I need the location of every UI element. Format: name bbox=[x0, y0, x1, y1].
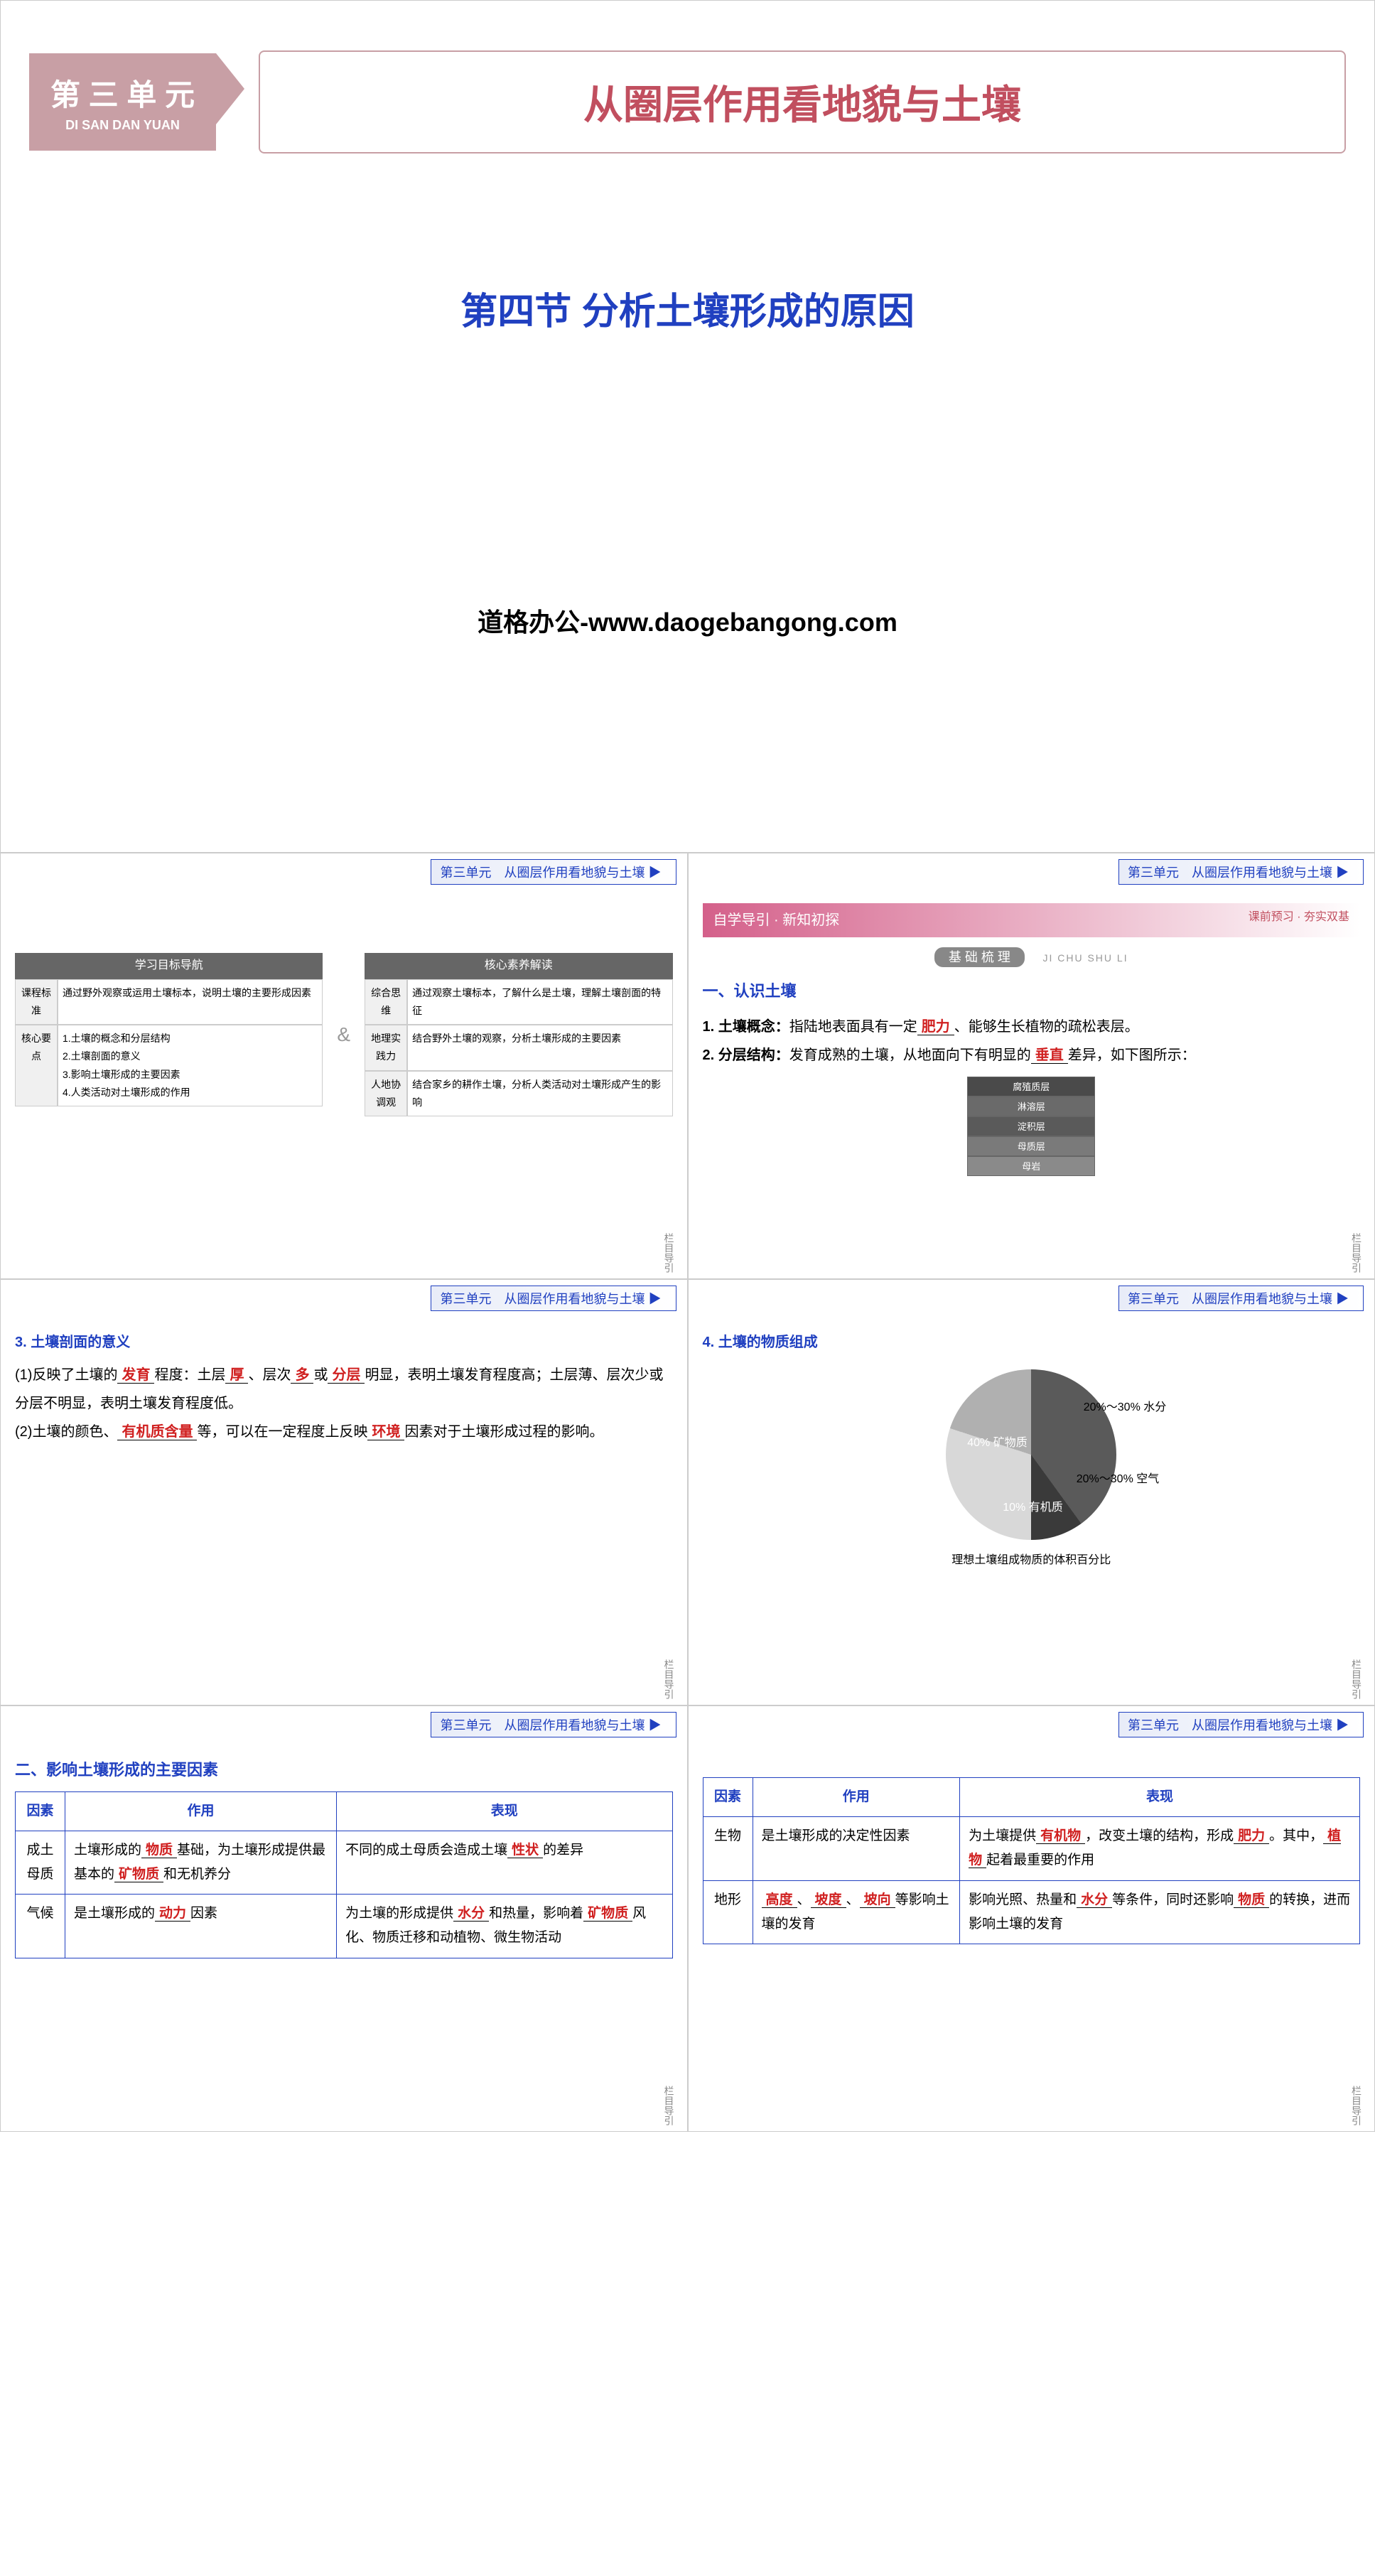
slide-header: 第三单元 从圈层作用看地貌与土壤 ▶ bbox=[1118, 1286, 1364, 1311]
pie-label-air: 20%～30% 空气 bbox=[1077, 1470, 1160, 1490]
ampersand-icon: & bbox=[337, 1017, 350, 1052]
title-slide: 第 三 单 元 DI SAN DAN YUAN 从圈层作用看地貌与土壤 第四节 … bbox=[0, 0, 1375, 853]
basic-pinyin: JI CHU SHU LI bbox=[1042, 952, 1128, 964]
slide-header: 第三单元 从圈层作用看地貌与土壤 ▶ bbox=[1118, 1712, 1364, 1737]
slide-footer: 栏目导引 bbox=[662, 1233, 676, 1273]
guide-banner: 自学导引 · 新知初探 课前预习 · 夯实双基 bbox=[703, 903, 1361, 937]
heading-understand-soil: 一、认识土壤 bbox=[703, 977, 1361, 1006]
slide-section1: 第三单元 从圈层作用看地貌与土壤 ▶ 自学导引 · 新知初探 课前预习 · 夯实… bbox=[688, 853, 1375, 1279]
factors-table-2: 因素作用表现生物是土壤形成的决定性因素为土壤提供有机物，改变土壤的结构，形成肥力… bbox=[703, 1777, 1361, 1944]
slide-section3: 第三单元 从圈层作用看地貌与土壤 ▶ 3. 土壤剖面的意义 (1)反映了土壤的发… bbox=[0, 1279, 688, 1705]
profile-point1: (1)反映了土壤的发育程度：土层厚、层次多或分层明显，表明土壤发育程度高；土层薄… bbox=[15, 1361, 673, 1418]
nav-right-table: 综合思维通过观察土壤标本，了解什么是土壤，理解土壤剖面的特征地理实践力结合野外土… bbox=[365, 979, 672, 1116]
pie-label-water: 20%～30% 水分 bbox=[1084, 1398, 1167, 1418]
guide-left: 自学导引 · 新知初探 bbox=[713, 907, 840, 933]
nav-left-header: 学习目标导航 bbox=[15, 953, 323, 979]
pie-label-organic: 10% 有机质 bbox=[1003, 1498, 1062, 1519]
slide-footer: 栏目导引 bbox=[1349, 1233, 1364, 1273]
soil-structure: 2. 分层结构：发育成熟的土壤，从地面向下有明显的垂直差异，如下图所示： bbox=[703, 1041, 1361, 1069]
heading-composition: 4. 土壤的物质组成 bbox=[703, 1330, 1361, 1355]
unit-badge: 第 三 单 元 DI SAN DAN YUAN bbox=[29, 53, 216, 151]
soil-definition: 1. 土壤概念：指陆地表面具有一定肥力、能够生长植物的疏松表层。 bbox=[703, 1013, 1361, 1041]
nav-right-header: 核心素养解读 bbox=[365, 953, 672, 979]
watermark: 道格办公-www.daogebangong.com bbox=[478, 602, 897, 639]
blank-fertility: 肥力 bbox=[917, 1019, 954, 1035]
pie-caption: 理想土壤组成物质的体积百分比 bbox=[903, 1551, 1159, 1571]
slide-nav: 第三单元 从圈层作用看地貌与土壤 ▶ 学习目标导航 课程标准通过野外观察或运用土… bbox=[0, 853, 688, 1279]
heading-factors: 二、影响土壤形成的主要因素 bbox=[15, 1756, 673, 1784]
basic-banner: 基 础 梳 理 JI CHU SHU LI bbox=[703, 944, 1361, 970]
unit-number: 第 三 单 元 bbox=[50, 78, 195, 112]
slide-header: 第三单元 从圈层作用看地貌与土壤 ▶ bbox=[431, 1712, 676, 1737]
blank-vertical: 垂直 bbox=[1031, 1047, 1068, 1064]
factors-table-1: 因素作用表现成土母质土壤形成的物质基础，为土壤形成提供最基本的矿物质和无机养分不… bbox=[15, 1791, 673, 1958]
slide-factors1: 第三单元 从圈层作用看地貌与土壤 ▶ 二、影响土壤形成的主要因素 因素作用表现成… bbox=[0, 1705, 688, 2132]
slide-footer: 栏目导引 bbox=[1349, 2086, 1364, 2125]
unit-banner: 第 三 单 元 DI SAN DAN YUAN 从圈层作用看地貌与土壤 bbox=[29, 50, 1346, 153]
slide-header: 第三单元 从圈层作用看地貌与土壤 ▶ bbox=[1118, 859, 1364, 885]
slide-footer: 栏目导引 bbox=[662, 1659, 676, 1699]
slide-footer: 栏目导引 bbox=[1349, 1659, 1364, 1699]
unit-pinyin: DI SAN DAN YUAN bbox=[50, 118, 195, 133]
unit-title: 从圈层作用看地貌与土壤 bbox=[289, 73, 1316, 131]
slide-factors2: 第三单元 从圈层作用看地貌与土壤 ▶ 因素作用表现生物是土壤形成的决定性因素为土… bbox=[688, 1705, 1375, 2132]
soil-layer-diagram: 腐殖质层淋溶层淀积层母质层母岩 bbox=[960, 1077, 1102, 1176]
slide-header: 第三单元 从圈层作用看地貌与土壤 ▶ bbox=[431, 859, 676, 885]
nav-left-table: 课程标准通过野外观察或运用土壤标本，说明土壤的主要形成因素核心要点1.土壤的概念… bbox=[15, 979, 323, 1106]
slide-header: 第三单元 从圈层作用看地貌与土壤 ▶ bbox=[431, 1286, 676, 1311]
guide-right: 课前预习 · 夯实双基 bbox=[1249, 907, 1349, 933]
pie-label-mineral: 40% 矿物质 bbox=[967, 1433, 1027, 1454]
pie-chart-container: 40% 矿物质 10% 有机质 20%～30% 空气 20%～30% 水分 理想… bbox=[903, 1369, 1159, 1568]
section-title: 第四节 分析土壤形成的原因 bbox=[15, 281, 1360, 335]
slide-section4: 第三单元 从圈层作用看地貌与土壤 ▶ 4. 土壤的物质组成 40% 矿物质 10… bbox=[688, 1279, 1375, 1705]
heading-profile-meaning: 3. 土壤剖面的意义 bbox=[15, 1330, 673, 1355]
profile-point2: (2)土壤的颜色、有机质含量等，可以在一定程度上反映环境因素对于土壤形成过程的影… bbox=[15, 1418, 673, 1446]
basic-badge: 基 础 梳 理 bbox=[934, 947, 1025, 967]
unit-title-box: 从圈层作用看地貌与土壤 bbox=[259, 50, 1346, 153]
slide-footer: 栏目导引 bbox=[662, 2086, 676, 2125]
pie-chart: 40% 矿物质 10% 有机质 20%～30% 空气 20%～30% 水分 bbox=[946, 1369, 1116, 1540]
